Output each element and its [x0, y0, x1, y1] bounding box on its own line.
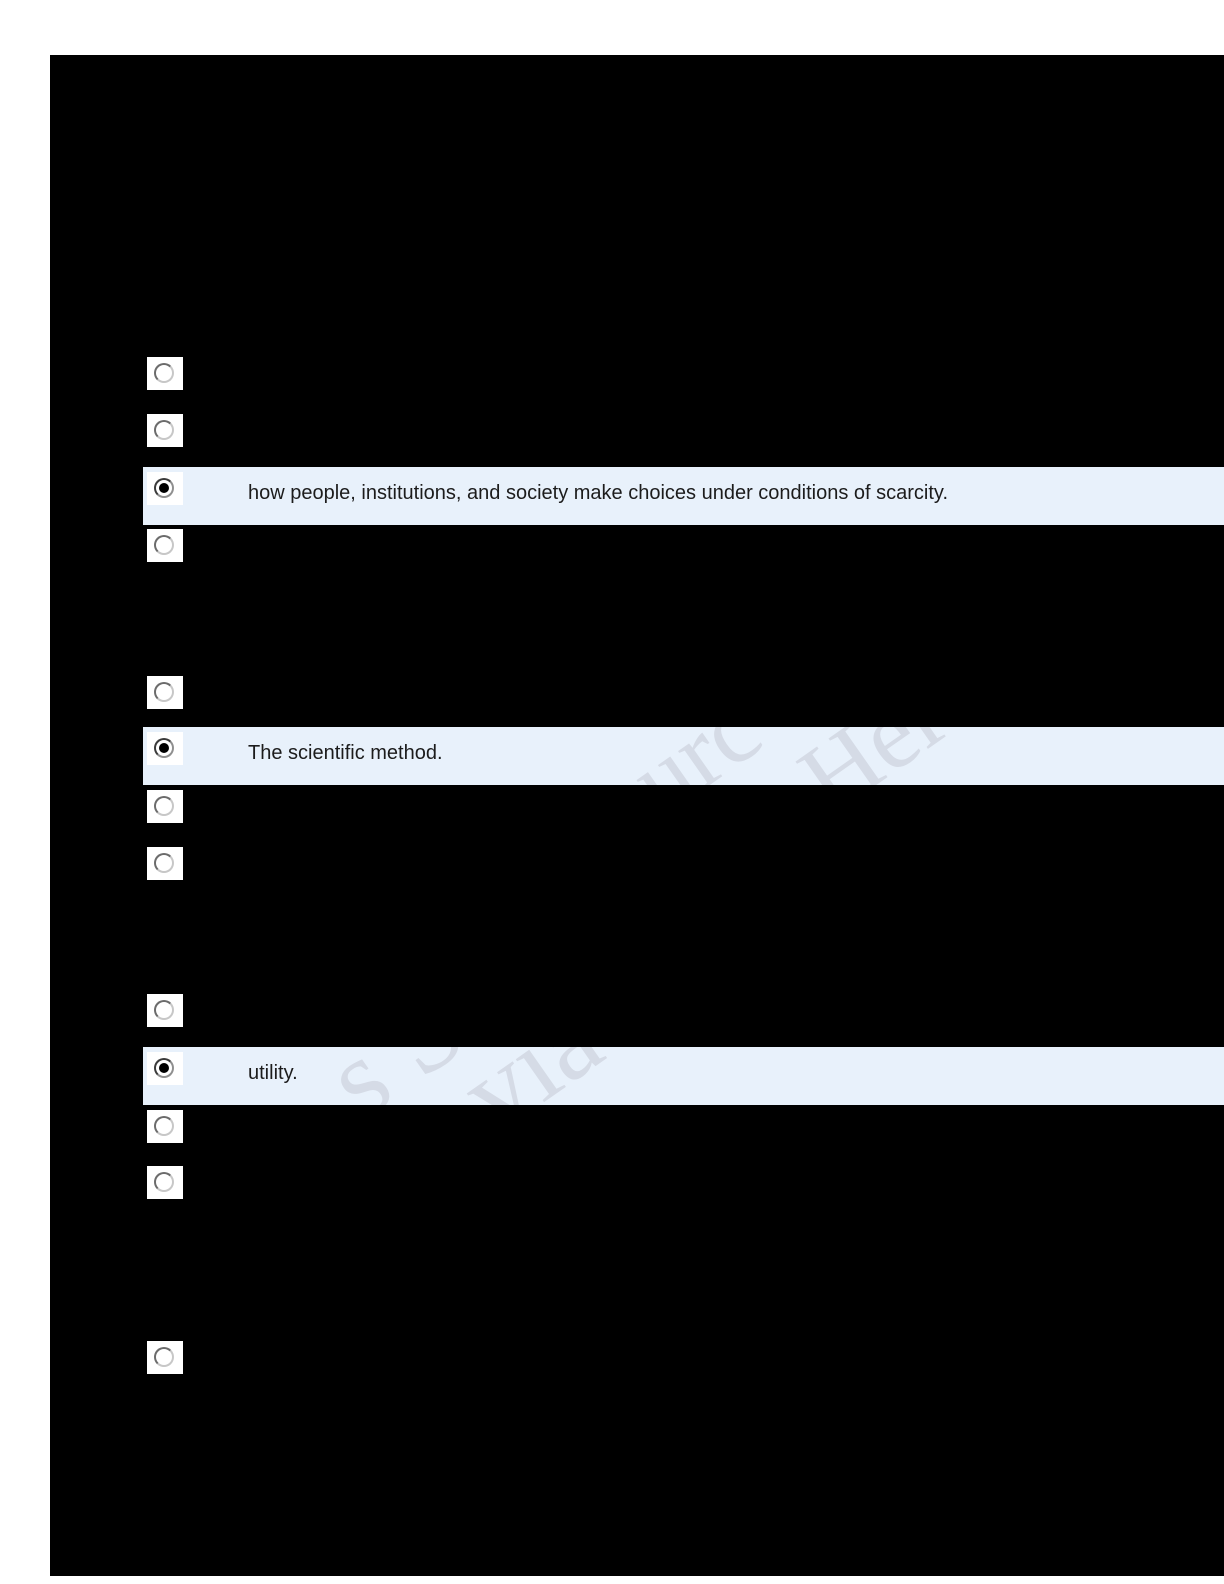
radio-q3-option2-selected[interactable]	[147, 1052, 183, 1085]
selected-answer-row-q3: . s S via utility.	[143, 1047, 1224, 1105]
radio-q1-option2[interactable]	[147, 414, 183, 447]
radio-selected-icon	[154, 1058, 174, 1078]
redacted-content-block	[50, 55, 1224, 1576]
radio-unselected-icon	[154, 1000, 174, 1020]
radio-q3-option1[interactable]	[147, 994, 183, 1027]
radio-unselected-icon	[154, 535, 174, 555]
radio-q2-option3[interactable]	[147, 790, 183, 823]
selected-answer-text-q3: utility.	[248, 1062, 298, 1084]
radio-unselected-icon	[154, 420, 174, 440]
radio-unselected-icon	[154, 682, 174, 702]
radio-q2-option1[interactable]	[147, 676, 183, 709]
radio-q2-option2-selected[interactable]	[147, 732, 183, 765]
selected-answer-text-q2: The scientific method.	[248, 742, 443, 764]
watermark-fragment: urc	[610, 727, 781, 785]
watermark-fragment: via	[438, 1047, 624, 1105]
radio-q1-option4[interactable]	[147, 529, 183, 562]
selected-answer-row-q2: urc Her The scientific method.	[143, 727, 1224, 785]
radio-q4-option1[interactable]	[147, 1341, 183, 1374]
radio-unselected-icon	[154, 796, 174, 816]
selected-answer-text-q1: how people, institutions, and society ma…	[248, 482, 948, 504]
radio-unselected-icon	[154, 853, 174, 873]
radio-unselected-icon	[154, 1172, 174, 1192]
radio-unselected-icon	[154, 1347, 174, 1367]
radio-q1-option1[interactable]	[147, 357, 183, 390]
watermark-fragment: Her	[779, 727, 968, 785]
radio-unselected-icon	[154, 1116, 174, 1136]
radio-unselected-icon	[154, 363, 174, 383]
radio-q1-option3-selected[interactable]	[147, 472, 183, 505]
radio-q3-option3[interactable]	[147, 1110, 183, 1143]
radio-q3-option4[interactable]	[147, 1166, 183, 1199]
radio-q2-option4[interactable]	[147, 847, 183, 880]
selected-answer-row-q1: how people, institutions, and society ma…	[143, 467, 1224, 525]
radio-selected-icon	[154, 738, 174, 758]
radio-selected-icon	[154, 478, 174, 498]
